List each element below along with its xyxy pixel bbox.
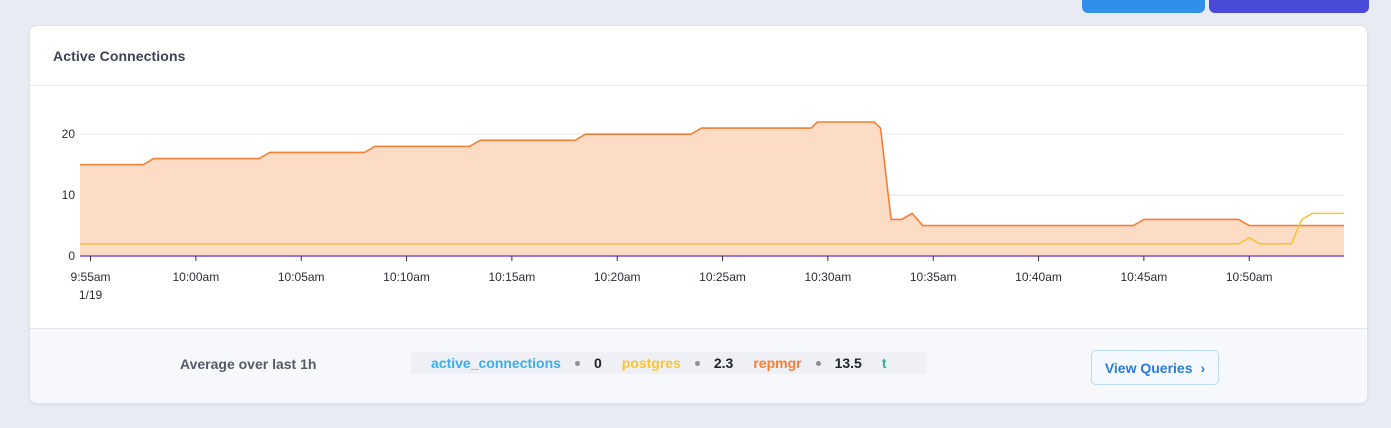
chart-area: 0 10 20 9:55am 1/19 10:00am 10:05am 10:10am 10:1… (30, 86, 1367, 328)
x-tick-label: 10:05am (278, 270, 325, 284)
x-tick-label: 9:55am (71, 270, 111, 284)
x-tick-label: 10:40am (1015, 270, 1062, 284)
x-tick-label: 10:45am (1121, 270, 1168, 284)
series-averages: active_connections 0 postgres 2.3 repmgr 13.5… (411, 352, 927, 374)
x-tick-label: 10:20am (594, 270, 641, 284)
stat-value-repmgr: 13.5 (834, 355, 862, 371)
series-area-repmgr (80, 122, 1344, 256)
x-tick-label: 10:00am (173, 270, 220, 284)
chevron-right-icon: › (1200, 359, 1206, 376)
stat-name-t: t (881, 355, 887, 371)
stat-value-postgres: 2.3 (713, 355, 734, 371)
separator-dot (574, 360, 580, 366)
view-queries-label: View Queries (1104, 359, 1193, 376)
stat-name-postgres: postgres (621, 355, 681, 371)
stat-name-repmgr: repmgr (753, 355, 802, 371)
x-tick-label: 10:35am (910, 270, 957, 284)
card-title: Active Connections (53, 47, 186, 64)
view-queries-button[interactable]: View Queries › (1091, 350, 1219, 385)
stat-value-active-connections: 0 (593, 355, 602, 371)
active-connections-chart: 0 10 20 9:55am 1/19 10:00am 10:05am 10:10am 10:1… (62, 121, 1344, 302)
x-tick-label: 10:30am (805, 270, 852, 284)
stat-name-active-connections: active_connections (431, 355, 561, 371)
series-line-postgres (80, 212, 1344, 245)
separator-dot (815, 360, 821, 366)
series-line-repmgr (80, 121, 1344, 227)
x-tick-sublabel: 1/19 (79, 288, 103, 302)
separator-dot (694, 360, 700, 366)
card-header: Active Connections (30, 26, 1367, 86)
y-tick-label: 10 (62, 188, 76, 202)
top-action-button-2[interactable] (1209, 0, 1369, 13)
x-tick-label: 10:10am (383, 270, 430, 284)
active-connections-card: Active Connections 0 10 20 9:55am 1/19 10:00a… (29, 25, 1368, 404)
chart-footer: Average over last 1h active_connections 0… (30, 328, 1367, 403)
top-action-button-1[interactable] (1082, 0, 1205, 13)
y-tick-label: 0 (68, 249, 75, 263)
average-label: Average over last 1h (180, 356, 317, 372)
x-tick-label: 10:25am (699, 270, 746, 284)
x-tick-label: 10:15am (489, 270, 536, 284)
y-tick-label: 20 (62, 127, 76, 141)
x-tick-label: 10:50am (1226, 270, 1273, 284)
